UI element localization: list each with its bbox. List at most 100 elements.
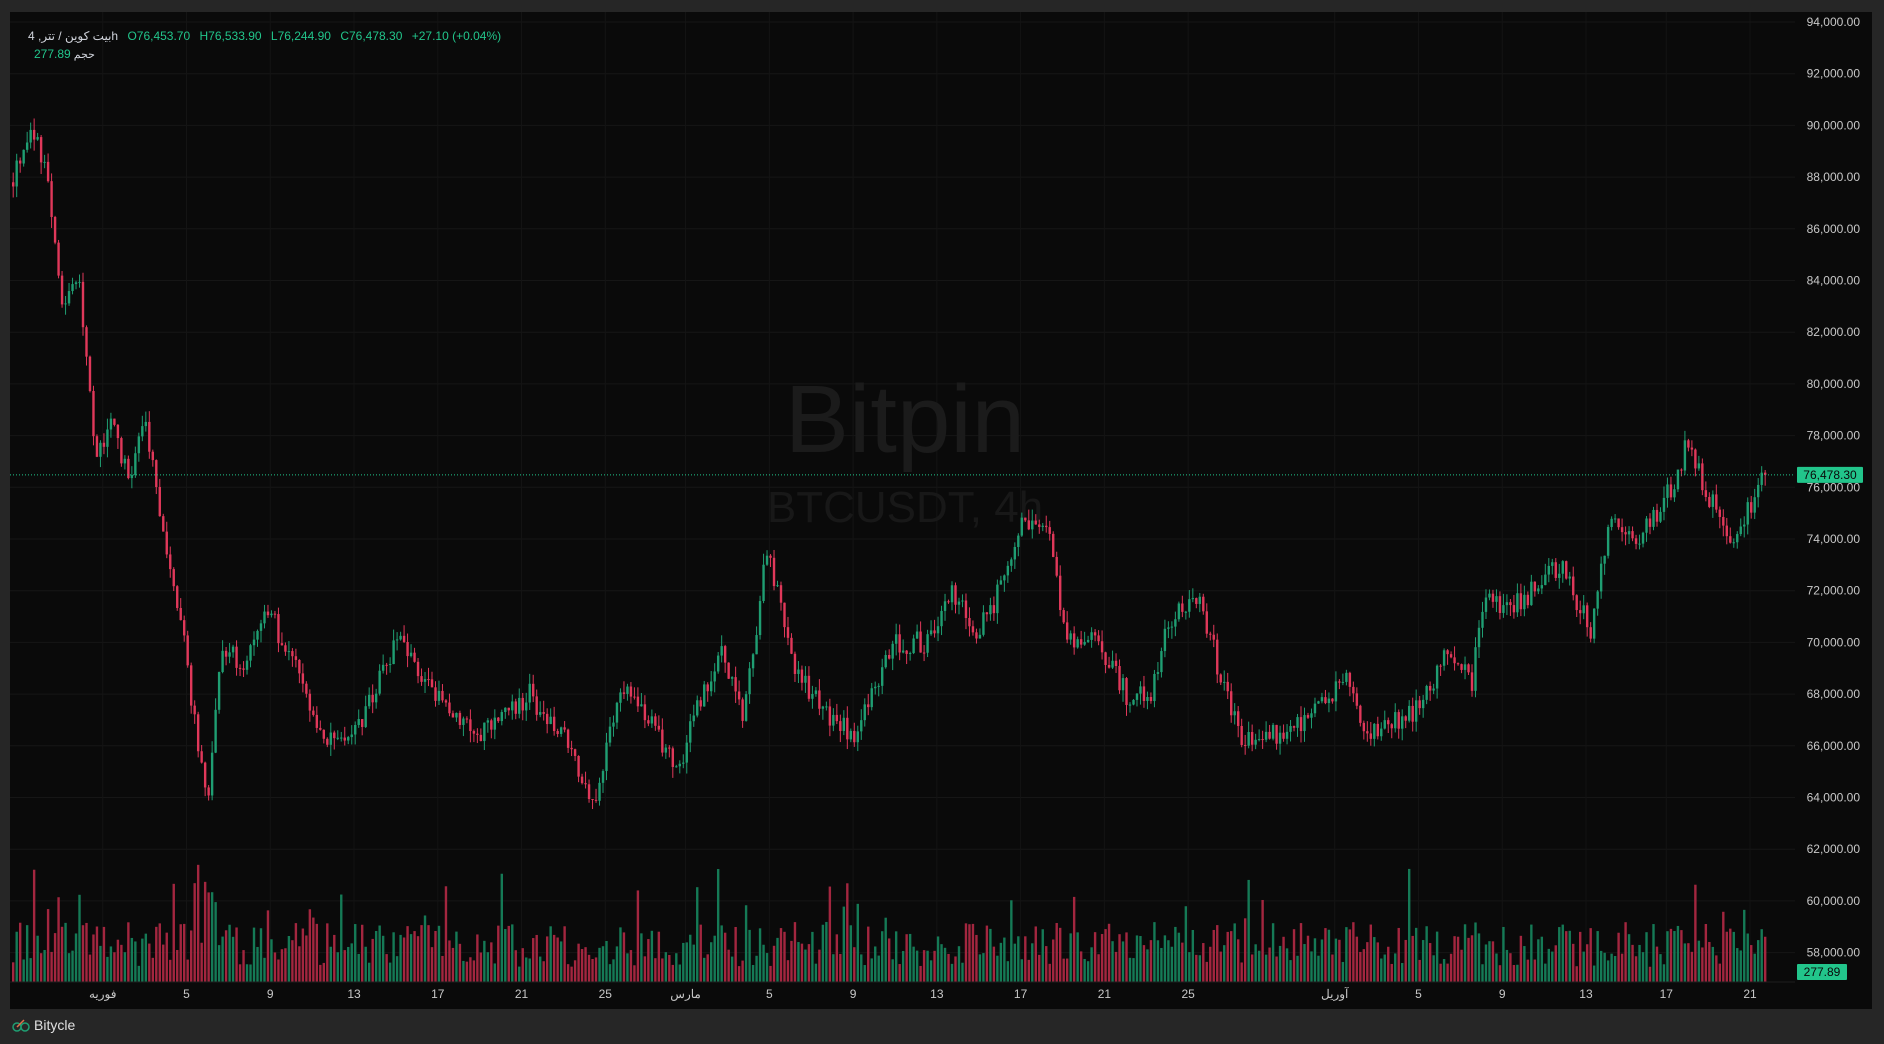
volume-bar	[1463, 924, 1467, 982]
volume-bar	[486, 952, 490, 982]
x-tick-label: 13	[1579, 987, 1593, 1001]
candle-body	[347, 737, 350, 741]
volume-bar	[1446, 963, 1449, 982]
watermark-symbol: BTCUSDT, 4h	[767, 483, 1043, 532]
current-volume-tag: 277.89	[1797, 964, 1847, 980]
candle-body	[189, 665, 193, 706]
candle-body	[18, 160, 22, 164]
candle-body	[43, 161, 46, 163]
price-chart[interactable]: Bitpin BTCUSDT, 4h 94,000.00 92,000.00 90,…	[10, 12, 1872, 1009]
volume-bar	[790, 940, 793, 982]
candle-body	[1446, 650, 1449, 655]
candle-body	[1191, 598, 1195, 600]
volume-bar	[1195, 954, 1198, 982]
chart-panel[interactable]: Bitpin BTCUSDT, 4h 94,000.00 92,000.00 90,…	[10, 12, 1872, 1009]
volume-bar	[689, 934, 692, 982]
x-tick-label: 5	[183, 987, 190, 1001]
candle-body	[1481, 611, 1484, 628]
volume-bar	[985, 925, 989, 982]
volume-bar	[312, 917, 315, 982]
candle-body	[1209, 633, 1212, 635]
candle-body	[472, 731, 476, 734]
candle-body	[441, 690, 444, 701]
candle-body	[671, 748, 675, 767]
candle-body	[664, 747, 668, 753]
volume-bar	[284, 948, 287, 982]
candle-body	[1739, 526, 1742, 535]
volume-bar	[1610, 953, 1613, 982]
volume-bar	[1421, 940, 1425, 982]
candle-body	[1121, 678, 1125, 691]
candle-body	[71, 284, 74, 292]
volume-bar	[800, 943, 804, 982]
candle-body	[329, 732, 332, 745]
volume-bar	[608, 964, 612, 982]
candle-body	[807, 675, 811, 699]
candle-body	[130, 475, 134, 479]
grid-lines	[10, 12, 1795, 982]
volume-bar	[943, 947, 947, 982]
volume-bar	[78, 894, 81, 982]
x-tick-label: فوریه	[89, 987, 117, 1001]
candle-body	[326, 738, 329, 745]
volume-bar	[1376, 942, 1379, 982]
y-tick-label: 78,000.00	[1807, 429, 1861, 443]
candle-body	[228, 652, 231, 657]
volume-bar	[905, 934, 908, 982]
volume-bar	[514, 950, 517, 982]
candle-body	[53, 216, 57, 243]
y-tick-label: 88,000.00	[1807, 170, 1861, 184]
volume-bar	[542, 961, 545, 982]
volume-bar	[1230, 931, 1233, 982]
volume-bar	[1271, 923, 1275, 982]
candle-body	[1561, 561, 1564, 574]
candle-body	[420, 676, 423, 682]
volume-bar	[1408, 868, 1411, 982]
volume-bar	[891, 959, 894, 982]
candle-body	[1575, 595, 1578, 611]
candle-body	[1156, 672, 1160, 674]
candle-body	[1725, 525, 1728, 537]
current-price-tag: 76,478.30	[1797, 466, 1863, 483]
volume-bar	[340, 894, 343, 982]
candle-body	[1655, 509, 1659, 522]
candle-body	[1383, 720, 1386, 729]
volume-bar	[1718, 963, 1722, 982]
volume-bar	[1697, 940, 1701, 982]
candle-body	[580, 776, 584, 784]
volume-bar	[818, 949, 821, 982]
x-tick-label: 5	[1415, 987, 1422, 1001]
candle-body	[1544, 574, 1547, 586]
candle-body	[514, 701, 517, 714]
volume-bar	[964, 923, 968, 982]
candle-body	[1310, 713, 1313, 718]
volume-bar	[1568, 930, 1571, 982]
candle-body	[12, 182, 15, 187]
volume-bar	[804, 949, 807, 982]
candle-body	[36, 137, 39, 140]
volume-bar	[483, 940, 486, 982]
volume-bar	[1739, 950, 1742, 982]
candle-body	[1177, 603, 1181, 620]
candle-body	[748, 668, 751, 695]
candle-body	[1243, 744, 1247, 746]
candle-body	[1153, 673, 1156, 702]
candle-body	[1470, 672, 1474, 691]
footer-brand[interactable]: Bitycle	[12, 1017, 75, 1033]
volume-bar	[1327, 929, 1331, 982]
volume-bar	[1582, 951, 1585, 982]
volume-bar	[713, 935, 716, 982]
volume-bar	[1268, 947, 1271, 982]
candle-body	[1456, 663, 1460, 665]
volume-bar	[1090, 947, 1093, 982]
volume-bar	[1425, 926, 1428, 982]
candle-body	[196, 714, 200, 752]
candle-body	[793, 653, 797, 674]
volume-bar	[968, 924, 971, 982]
volume-bar	[853, 947, 856, 982]
volume-bar	[654, 958, 657, 982]
volume-bar	[1526, 959, 1530, 982]
volume-bar	[266, 910, 270, 982]
candle-body	[1565, 561, 1568, 579]
volume-bar	[1257, 950, 1261, 982]
